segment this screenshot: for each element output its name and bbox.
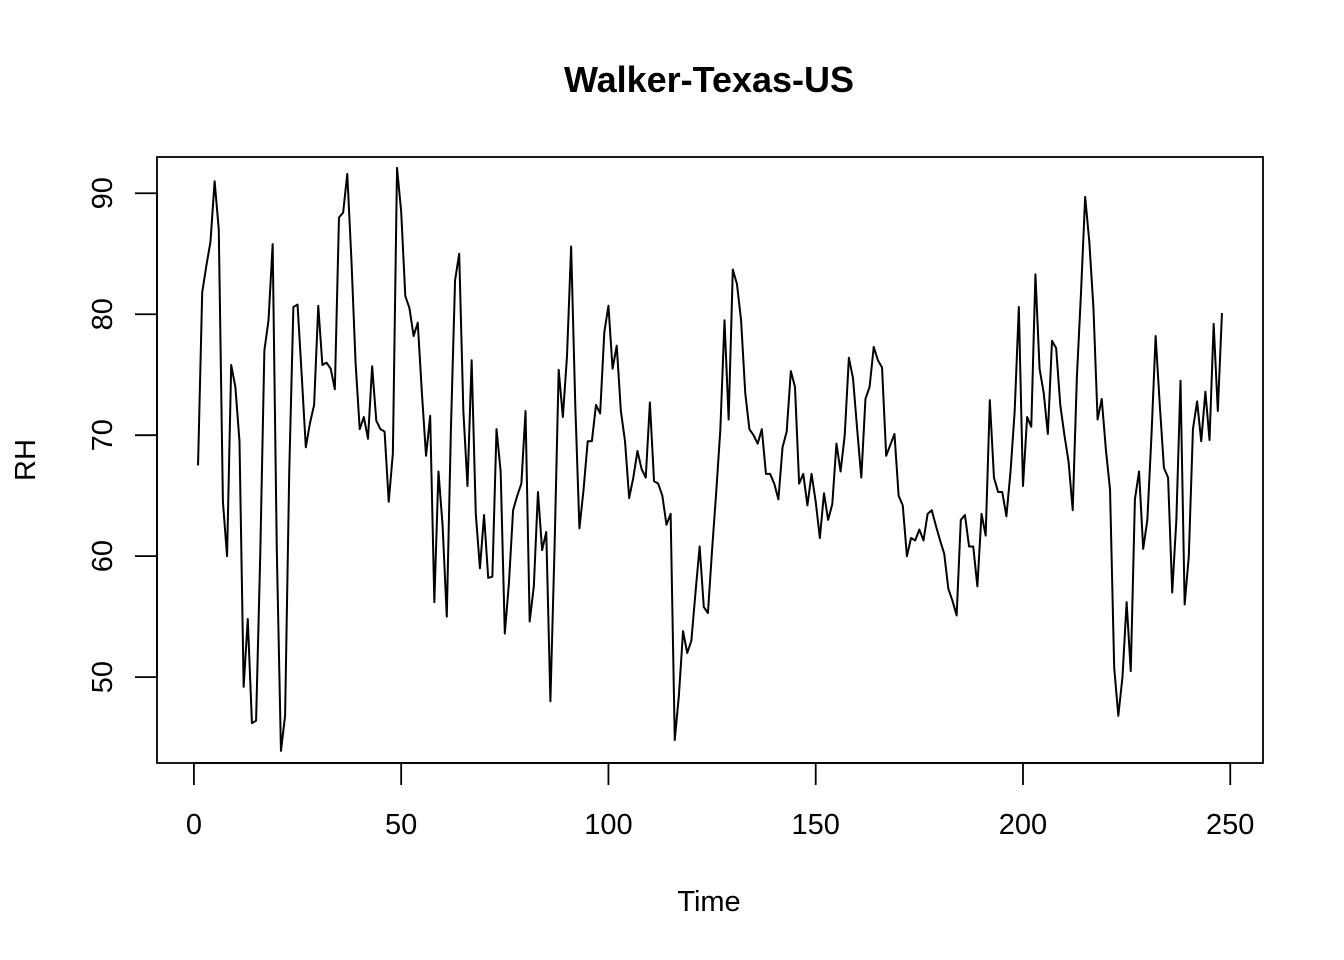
x-axis: 0 50 100 150 200 250 — [186, 762, 1254, 841]
x-tick-label: 100 — [584, 809, 632, 841]
y-tick-label: 70 — [87, 419, 119, 451]
x-tick-label: 150 — [792, 809, 840, 841]
y-axis-label: RH — [10, 439, 42, 481]
x-tick-label: 250 — [1206, 809, 1254, 841]
y-tick-label: 60 — [87, 540, 119, 572]
chart-title: Walker-Texas-US — [564, 59, 854, 100]
plot-frame — [156, 156, 1264, 764]
series-line — [197, 166, 1223, 752]
y-axis: 50 60 70 80 90 — [87, 177, 158, 693]
y-tick-label: 80 — [87, 298, 119, 330]
x-tick-label: 0 — [186, 809, 202, 841]
series-layer — [197, 166, 1223, 752]
x-tick-label: 50 — [385, 809, 417, 841]
x-axis-label: Time — [677, 886, 740, 918]
y-tick-label: 90 — [87, 177, 119, 209]
x-tick-label: 200 — [999, 809, 1047, 841]
y-tick-label: 50 — [87, 661, 119, 693]
